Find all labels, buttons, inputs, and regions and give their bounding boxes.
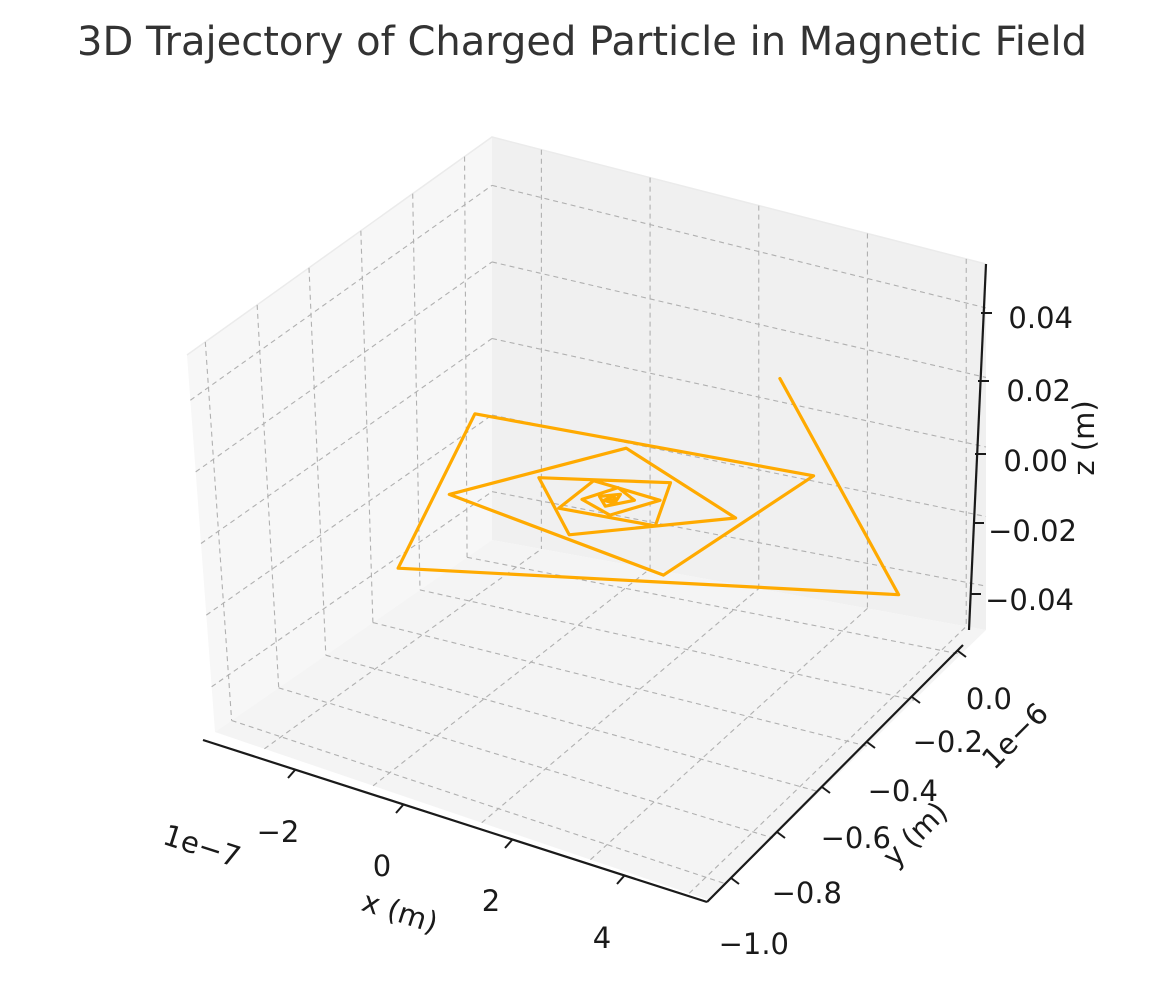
grid-line (491, 491, 987, 587)
x-tick-label: 4 (593, 921, 611, 955)
z-tick-label: −0.04 (985, 583, 1074, 617)
z-tick-label: −0.02 (988, 514, 1077, 548)
grid-line (491, 261, 987, 378)
pane-edge (186, 136, 987, 356)
grid-line (419, 589, 915, 701)
grid-line (372, 568, 651, 787)
y-tick-labels: 0.0 −0.2 −0.4 −0.6 −0.8 −1.0 (719, 682, 1012, 961)
grid-line (325, 654, 820, 793)
grid-line (206, 414, 493, 616)
z-axis-label: z (m) (1067, 400, 1101, 475)
tick-mark (821, 786, 831, 794)
x-tick-labels: −2 0 2 4 (257, 815, 612, 955)
y-tick-label: 0.0 (966, 682, 1012, 716)
grid-line (308, 267, 327, 656)
tick-mark (866, 741, 876, 749)
y-axis-line (706, 644, 964, 903)
x-axis-line (202, 738, 708, 904)
x-tick-label: 0 (373, 849, 391, 883)
tick-mark (957, 650, 967, 658)
axes (202, 263, 988, 904)
grid-line (372, 622, 868, 747)
grid-line (211, 491, 493, 688)
y-tick-label: −0.2 (913, 725, 983, 759)
z-tick-label: 0.02 (1006, 374, 1071, 408)
tick-mark (287, 769, 296, 779)
y-tick-label: −0.6 (821, 821, 891, 855)
grid-line (264, 548, 542, 750)
grid-line (491, 337, 987, 448)
y-tick-label: −0.8 (772, 876, 842, 910)
floor-pane (215, 540, 986, 900)
x-tick-label: −2 (257, 815, 300, 849)
z-axis-line (967, 263, 988, 631)
tick-mark (395, 804, 404, 814)
grid-line (491, 184, 987, 309)
x-offset-label: 1e−7 (159, 818, 245, 875)
trajectory-line (396, 376, 901, 597)
grid-line (231, 719, 726, 885)
grid-line (466, 556, 962, 655)
grid-line (360, 230, 374, 623)
x-axis-label: x (m) (358, 884, 442, 940)
tick-mark (776, 831, 786, 839)
series-layer (396, 376, 901, 597)
z-tick-label: 0.00 (1003, 444, 1068, 478)
back-right-pane (492, 137, 986, 630)
grid-line (195, 261, 493, 473)
y-tick-label: −0.4 (868, 774, 938, 808)
axis-panes (186, 136, 987, 900)
x-tick-label: 2 (482, 884, 500, 918)
back-left-pane (187, 137, 492, 732)
tick-mark (730, 877, 740, 885)
grid-line (688, 626, 967, 894)
chart-title: 3D Trajectory of Charged Particle in Mag… (77, 19, 1087, 65)
tick-marks (287, 312, 992, 885)
y-tick-label: −1.0 (719, 927, 789, 961)
tick-mark (616, 875, 625, 885)
tick-mark (504, 839, 513, 849)
grid-line (481, 588, 760, 824)
z-tick-label: 0.04 (1008, 301, 1073, 335)
z-tick-labels: 0.04 0.02 0.00 −0.02 −0.04 (985, 301, 1077, 617)
grid-line (190, 184, 493, 401)
tick-mark (911, 696, 921, 704)
